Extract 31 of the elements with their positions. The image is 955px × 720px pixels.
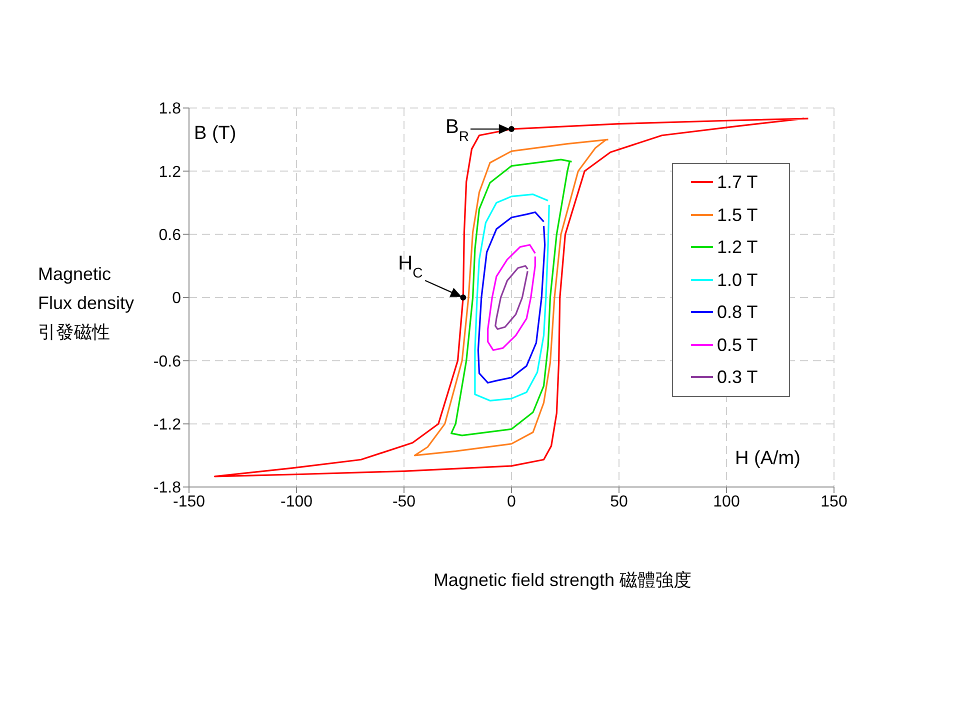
y-tick-label: -1.2 — [153, 416, 182, 434]
annotation: H$_{C}$ — [398, 252, 423, 280]
legend-label: 1.5 T — [717, 204, 758, 226]
legend-label: 0.8 T — [717, 301, 758, 324]
y-tick-label: 0.6 — [158, 227, 182, 244]
line-series — [494, 265, 528, 330]
y-tick-label: 1.8 — [158, 100, 182, 118]
line-series — [450, 158, 572, 436]
text: Magnetic field strength 磁體強度 — [432, 569, 693, 592]
x-tick-label: 150 — [820, 493, 848, 510]
x-tick-label: -100 — [280, 493, 313, 510]
x-tick-label: -50 — [392, 493, 416, 510]
x-tick-label: 100 — [713, 493, 740, 510]
y-tick-label: 0 — [172, 290, 182, 308]
line-series — [477, 211, 546, 384]
annotation: B$_{R}$ — [446, 116, 469, 144]
line-series — [214, 118, 809, 478]
legend-label: 0.5 T — [717, 334, 758, 356]
x-tick-label: 50 — [610, 493, 628, 510]
line-series — [474, 194, 550, 402]
x-axis-title: H (A/m) — [735, 448, 800, 470]
text: Magnetic Flux density 引發磁性 — [38, 263, 136, 344]
legend-label: 1.2 T — [717, 236, 758, 259]
legend-label: 1.0 T — [717, 268, 758, 292]
legend-label: 0.3 T — [717, 366, 758, 389]
y-axis-title: B (T) — [194, 123, 236, 145]
line-series — [487, 244, 536, 351]
y-tick-label: -0.6 — [153, 353, 182, 370]
y-tick-label: 1.2 — [158, 164, 182, 181]
legend-label: 1.7 T — [717, 171, 758, 194]
x-tick-label: 0 — [507, 493, 516, 510]
